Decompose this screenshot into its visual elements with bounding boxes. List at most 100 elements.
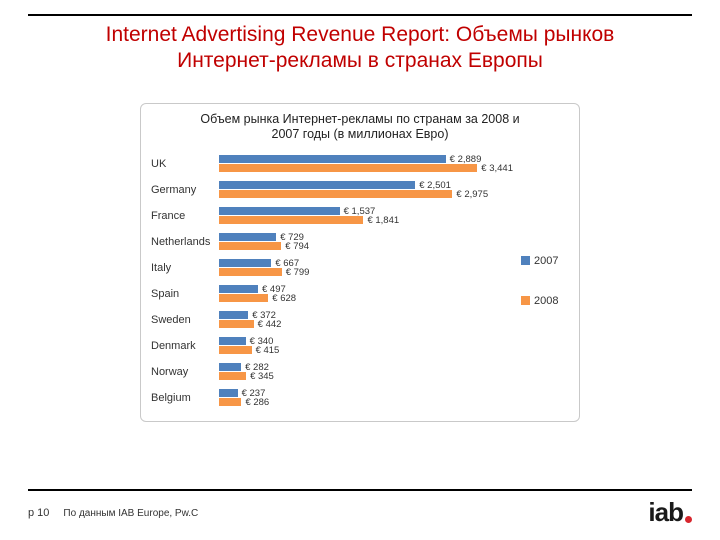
bar — [219, 389, 238, 397]
chart-rows: UK€ 2,889€ 3,441Germany€ 2,501€ 2,975Fra… — [151, 151, 513, 411]
legend-swatch-2007 — [521, 256, 530, 265]
bar-group: € 340€ 415 — [219, 333, 513, 359]
bar-line: € 2,975 — [219, 190, 513, 199]
bar-group: € 237€ 286 — [219, 385, 513, 411]
chart-legend: 2007 2008 — [513, 151, 569, 411]
bar — [219, 372, 246, 380]
table-row: Italy€ 667€ 799 — [151, 255, 513, 281]
chart-title-line-1: Объем рынка Интернет-рекламы по странам … — [200, 112, 519, 126]
bar-line: € 1,537 — [219, 207, 513, 216]
bar — [219, 242, 281, 250]
chart-frame: Объем рынка Интернет-рекламы по странам … — [140, 103, 580, 422]
table-row: Netherlands€ 729€ 794 — [151, 229, 513, 255]
bar — [219, 155, 446, 163]
page-title: Internet Advertising Revenue Report: Объ… — [28, 16, 692, 85]
bar-value: € 628 — [272, 294, 296, 303]
country-label: Germany — [151, 184, 219, 196]
bar — [219, 190, 452, 198]
bar-line: € 2,889 — [219, 155, 513, 164]
bar — [219, 216, 363, 224]
table-row: Belgium€ 237€ 286 — [151, 385, 513, 411]
legend-item-2008: 2008 — [521, 295, 558, 307]
table-row: Germany € 2,501 € 2,975 — [151, 177, 513, 203]
title-line-1: Internet Advertising Revenue Report: Объ… — [44, 22, 676, 48]
iab-logo: iab — [648, 497, 692, 528]
bar-line: € 799 — [219, 268, 513, 277]
bar-group: € 667€ 799 — [219, 255, 513, 281]
chart-title: Объем рынка Интернет-рекламы по странам … — [151, 112, 569, 151]
bar-group: € 729€ 794 — [219, 229, 513, 255]
bar-line: € 286 — [219, 398, 513, 407]
bar — [219, 311, 248, 319]
title-line-2: Интернет-рекламы в странах Европы — [44, 48, 676, 74]
logo-dot-icon — [685, 516, 692, 523]
bar — [219, 337, 246, 345]
bar-line: € 794 — [219, 242, 513, 251]
bar-group: € 2,501 € 2,975 — [219, 177, 513, 203]
bar — [219, 398, 241, 406]
chart-body: UK€ 2,889€ 3,441Germany€ 2,501€ 2,975Fra… — [151, 151, 569, 411]
country-label: Italy — [151, 262, 219, 274]
table-row: Sweden€ 372€ 442 — [151, 307, 513, 333]
table-row: Norway€ 282€ 345 — [151, 359, 513, 385]
legend-item-2007: 2007 — [521, 255, 558, 267]
bar — [219, 233, 276, 241]
country-label: UK — [151, 158, 219, 170]
footer: p 10 По данным IAB Europe, Pw.C iab — [28, 489, 692, 528]
bar-group: € 282€ 345 — [219, 359, 513, 385]
table-row: Spain€ 497€ 628 — [151, 281, 513, 307]
bar — [219, 207, 340, 215]
bar-value: € 2,501 — [419, 181, 451, 190]
bar — [219, 285, 258, 293]
bar — [219, 294, 268, 302]
bar-value: € 1,841 — [367, 216, 399, 225]
bar-value: € 2,975 — [456, 190, 488, 199]
bar-value: € 442 — [258, 320, 282, 329]
bar-line: € 667 — [219, 259, 513, 268]
bar-value: € 286 — [245, 398, 269, 407]
bar-line: € 3,441 — [219, 164, 513, 173]
country-label: Netherlands — [151, 236, 219, 248]
legend-label-2008: 2008 — [534, 295, 558, 307]
country-label: Spain — [151, 288, 219, 300]
chart-title-line-2: 2007 годы (в миллионах Евро) — [272, 127, 449, 141]
bar — [219, 268, 282, 276]
bar-line: € 415 — [219, 346, 513, 355]
bar-line: € 442 — [219, 320, 513, 329]
footer-rule — [28, 489, 692, 491]
bar — [219, 164, 477, 172]
bar — [219, 259, 271, 267]
bar-line: € 497 — [219, 285, 513, 294]
legend-label-2007: 2007 — [534, 255, 558, 267]
bar-value: € 3,441 — [481, 164, 513, 173]
table-row: UK€ 2,889€ 3,441 — [151, 151, 513, 177]
country-label: France — [151, 210, 219, 222]
bar — [219, 181, 415, 189]
bar-group: € 2,889€ 3,441 — [219, 151, 513, 177]
legend-swatch-2008 — [521, 296, 530, 305]
bar-line: € 1,841 — [219, 216, 513, 225]
bar-value: € 415 — [256, 346, 280, 355]
bar-value: € 794 — [285, 242, 309, 251]
bar — [219, 320, 254, 328]
table-row: Denmark€ 340€ 415 — [151, 333, 513, 359]
bar-group: € 1,537€ 1,841 — [219, 203, 513, 229]
source-text: По данным IAB Europe, Pw.C — [63, 508, 198, 519]
bar-line: € 729 — [219, 233, 513, 242]
bar — [219, 346, 252, 354]
bar-value: € 799 — [286, 268, 310, 277]
bar-value: € 345 — [250, 372, 274, 381]
table-row: France€ 1,537€ 1,841 — [151, 203, 513, 229]
country-label: Sweden — [151, 314, 219, 326]
logo-text: iab — [648, 497, 683, 528]
country-label: Belgium — [151, 392, 219, 404]
country-label: Norway — [151, 366, 219, 378]
bar — [219, 363, 241, 371]
bar-group: € 497€ 628 — [219, 281, 513, 307]
country-label: Denmark — [151, 340, 219, 352]
bar-group: € 372€ 442 — [219, 307, 513, 333]
bar-line: € 345 — [219, 372, 513, 381]
bar-value: € 2,889 — [450, 155, 482, 164]
page-number: p 10 — [28, 507, 49, 519]
bar-line: € 628 — [219, 294, 513, 303]
